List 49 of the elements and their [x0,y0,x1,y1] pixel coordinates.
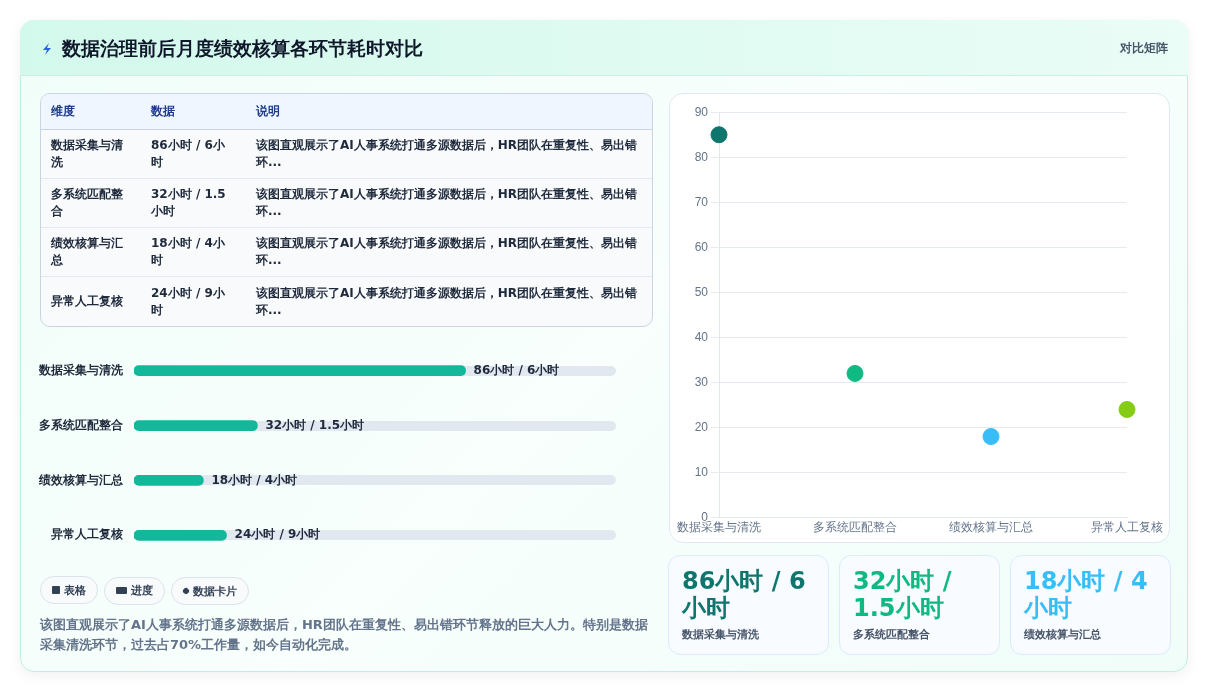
y-tick-label: 20 [694,419,709,434]
text: 该图直观展示了AI人事系统打通多源数据后，HR团队在重复性、易出错环节释放的巨大人力。特别是数据采集清洗环节，过去占70%工作量，如今自动化完成。 [40,616,649,654]
point [1118,400,1136,418]
point [710,126,728,144]
text: 多系统匹配整合 [853,627,931,642]
y-tick-label: 30 [694,374,709,389]
text: 数据采集与清洗 [682,627,760,642]
bar [134,420,258,431]
y-tick-label: 多系统匹配整合 [39,417,124,432]
text: 数据 [141,94,246,130]
text: 24小时 / 9小时 [150,284,226,319]
y-tick-label: 60 [694,239,709,254]
bar [134,475,204,486]
text: 数据卡片 [193,583,237,599]
text: 32小时 / 1.5小时 [141,179,246,228]
y-tick-label: 数据采集与清洗 [38,362,124,377]
text: 数据治理前后月度绩效核算各环节耗时对比 [62,36,423,61]
x-tick-label: 多系统匹配整合 [813,520,897,535]
text: 该图直观展示了AI人事系统打通多源数据后，HR团队在重复性、易出错环... [246,130,652,179]
y-tick-label: 80 [694,149,709,164]
y-tick-label: 90 [694,104,709,119]
data-label: 24小时 / 9小时 [234,527,321,542]
y-tick-label: 70 [694,194,709,209]
text: 该图直观展示了AI人事系统打通多源数据后，HR团队在重复性、易出错环... [246,228,652,277]
x-tick-label: 绩效核算与汇总 [949,520,1033,535]
point [982,428,1000,446]
y-tick-label: 10 [694,464,709,479]
data-label: 18小时 / 4小时 [211,472,298,487]
text: 对比矩阵 [1120,40,1168,57]
text: 进度 [131,583,153,598]
y-tick-label: 40 [694,329,709,344]
point [846,364,864,382]
text: 86小时 / 6小时 [141,130,246,179]
text: 该图直观展示了AI人事系统打通多源数据后，HR团队在重复性、易出错环... [246,179,652,228]
text: 该图直观展示了AI人事系统打通多源数据后，HR团队在重复性、易出错环... [254,284,639,319]
text: 18小时 / 4小时 [1024,567,1149,622]
y-tick-label: 绩效核算与汇总 [38,472,124,487]
data-label: 86小时 / 6小时 [473,362,560,377]
text: 32小时 / 1.5小时 [853,567,953,622]
y-tick-label: 50 [694,284,709,299]
text: 18小时 / 4小时 [141,228,246,277]
data-label: 32小时 / 1.5小时 [265,417,365,432]
text: 说明 [246,94,652,130]
bar [134,530,227,541]
text: 表格 [64,582,86,598]
text: 维度 [41,94,141,130]
text: 86小时 / 6小时 [682,567,807,622]
text: 绩效核算与汇总 [1024,627,1102,642]
x-tick-label: 异常人工复核 [1091,520,1163,535]
